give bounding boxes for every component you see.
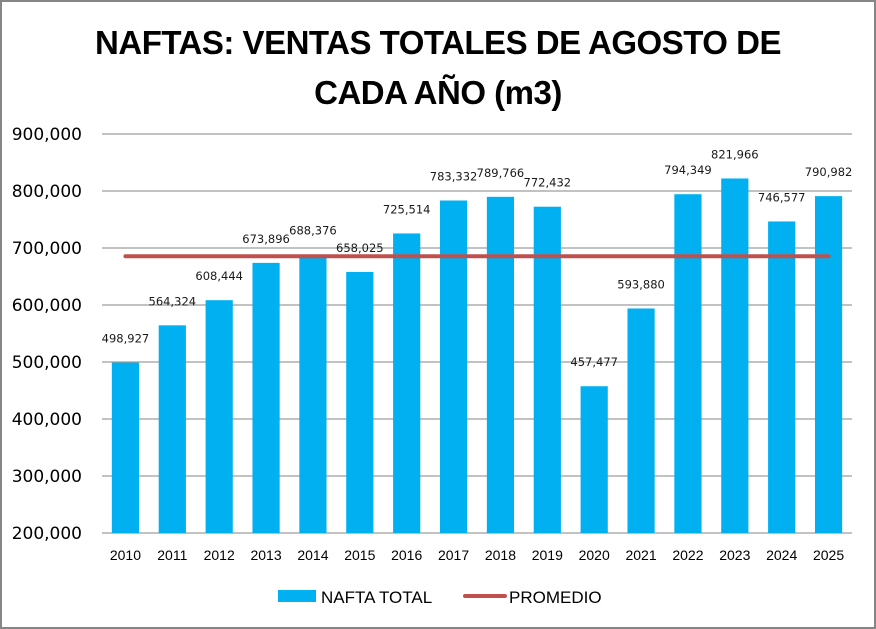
data-label-2010: 498,927 [102, 332, 150, 346]
y-tick-label: 400,000 [12, 410, 82, 430]
bar-2021 [627, 308, 655, 533]
y-tick-label: 300,000 [12, 467, 82, 487]
x-tick-label: 2017 [438, 547, 469, 563]
bar-2017 [439, 200, 468, 533]
data-label-2021: 593,880 [617, 277, 665, 291]
x-tick-label: 2021 [625, 547, 656, 563]
x-tick-label: 2024 [766, 547, 797, 563]
bar-2020 [580, 386, 608, 533]
data-label-2013: 673,896 [242, 232, 290, 246]
bar-2016 [393, 233, 421, 533]
y-tick-label: 700,000 [12, 239, 82, 259]
chart-title: NAFTAS: VENTAS TOTALES DE AGOSTO DE CADA… [0, 18, 876, 118]
y-tick-label: 600,000 [12, 296, 82, 316]
legend-label-nafta-total: NAFTA TOTAL [321, 588, 432, 607]
bar-2024 [768, 221, 796, 533]
x-tick-label: 2025 [813, 547, 844, 563]
data-label-2015: 658,025 [336, 241, 384, 255]
bar-2019 [533, 206, 561, 534]
data-label-2017: 783,332 [430, 170, 478, 184]
bar-2015 [346, 271, 374, 533]
y-tick-label: 900,000 [12, 125, 82, 145]
chart-title-line-2: CADA AÑO (m3) [314, 74, 562, 111]
bar-2011 [158, 325, 186, 533]
x-tick-label: 2023 [719, 547, 750, 563]
data-label-2025: 790,982 [805, 165, 853, 179]
legend-label-promedio: PROMEDIO [509, 588, 602, 607]
x-tick-label: 2018 [485, 547, 516, 563]
bar-2022 [674, 194, 702, 533]
data-label-2014: 688,376 [289, 224, 337, 238]
x-tick-label: 2020 [579, 547, 610, 563]
data-label-2022: 794,349 [664, 163, 712, 177]
data-label-2012: 608,444 [195, 269, 243, 283]
y-tick-label: 200,000 [12, 524, 82, 544]
x-tick-label: 2019 [532, 547, 563, 563]
y-axis-tick-labels: 200,000 300,000 400,000 500,000 600,000 700,0… [12, 125, 82, 544]
bar-2010 [111, 362, 140, 533]
data-label-2011: 564,324 [149, 294, 197, 308]
x-axis-tick-labels: 2010 2011 2012 2013 2014 2015 2016 2017 2018 2019… [110, 547, 844, 563]
data-label-2016: 725,514 [383, 202, 431, 216]
x-tick-label: 2013 [250, 547, 281, 563]
bar-2013 [252, 262, 280, 533]
x-tick-label: 2011 [157, 547, 187, 563]
data-label-2018: 789,766 [477, 166, 525, 180]
x-tick-label: 2016 [391, 547, 422, 563]
legend: NAFTA TOTAL PROMEDIO [278, 588, 602, 607]
data-label-2023: 821,966 [711, 147, 759, 161]
x-tick-label: 2022 [672, 547, 703, 563]
data-label-2019: 772,432 [524, 176, 572, 190]
bar-2023 [721, 178, 749, 534]
bar-2018 [486, 196, 515, 533]
y-tick-label: 500,000 [12, 353, 82, 373]
x-tick-label: 2012 [204, 547, 235, 563]
data-label-2020: 457,477 [570, 355, 618, 369]
data-label-2024: 746,577 [758, 190, 806, 204]
x-tick-label: 2010 [110, 547, 141, 563]
x-tick-label: 2014 [297, 547, 328, 563]
legend-swatch-nafta-total [278, 590, 316, 602]
bar-2014 [299, 254, 327, 534]
bar-2012 [205, 300, 233, 533]
bars [111, 178, 843, 534]
x-tick-label: 2015 [344, 547, 375, 563]
chart-title-line-1: NAFTAS: VENTAS TOTALES DE AGOSTO DE [95, 24, 781, 61]
bar-2025 [814, 196, 843, 533]
y-tick-label: 800,000 [12, 182, 82, 202]
